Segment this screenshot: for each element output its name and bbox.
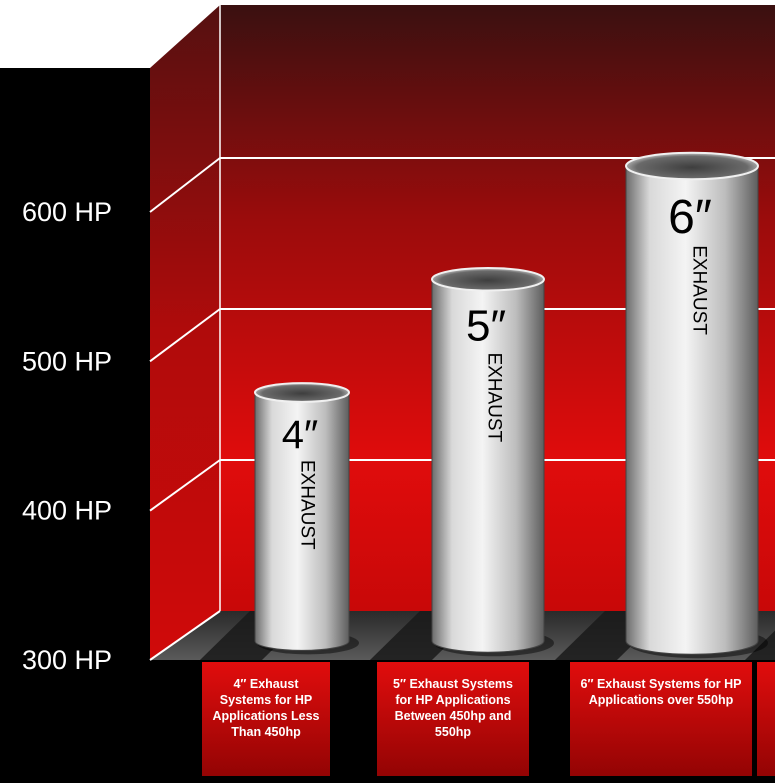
caption-2: 5″ Exhaust Systems for HP Applications B… [377, 662, 529, 776]
caption-text: 4″ Exhaust Systems for HP Applications L… [212, 677, 320, 739]
floor-edge [149, 610, 221, 661]
bar-body [431, 278, 545, 653]
y-tick-label: 500 HP [22, 346, 112, 376]
bar-exhaust-label: EXHAUST [297, 460, 318, 550]
bar-top [625, 151, 759, 181]
bar-size-label: 5″ [466, 301, 506, 350]
bar-size-label: 6″ [668, 191, 712, 244]
bar-top [431, 267, 545, 292]
bar-size-label: 4″ [282, 413, 318, 457]
bar-body [625, 165, 759, 655]
y-axis-ticks: 300 HP 400 HP 500 HP 600 HP [22, 197, 112, 675]
gridline-diag [149, 157, 221, 213]
bar-body [254, 392, 350, 651]
gridline-diag [149, 308, 221, 363]
gridline-diag [149, 459, 221, 512]
caption-1: 4″ Exhaust Systems for HP Applications L… [202, 662, 330, 776]
caption-text: 6″ Exhaust Systems for HP Applications o… [580, 677, 742, 707]
caption-3: 6″ Exhaust Systems for HP Applications o… [570, 662, 752, 776]
bar-2: 5″EXHAUST [431, 267, 554, 657]
floor-stripe [745, 630, 775, 660]
bar-top [254, 382, 350, 403]
bar-exhaust-label: EXHAUST [484, 352, 505, 442]
caption-text: 5″ Exhaust Systems for HP Applications B… [393, 677, 513, 739]
side-wall [150, 5, 220, 660]
bar-3: 6″EXHAUST [625, 151, 768, 659]
y-tick-label: 600 HP [22, 197, 112, 227]
bar-1: 4″ EXHAUST [254, 382, 359, 655]
bar-exhaust-label: EXHAUST [689, 245, 710, 335]
y-tick-label: 300 HP [22, 645, 112, 675]
y-tick-label: 400 HP [22, 496, 112, 526]
caption-partial [757, 662, 775, 776]
